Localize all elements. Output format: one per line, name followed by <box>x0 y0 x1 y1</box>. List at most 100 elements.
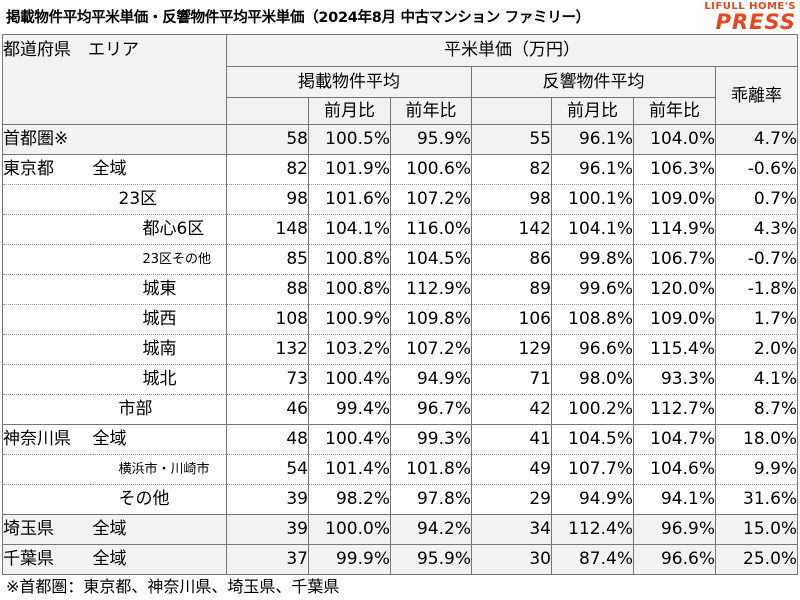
header-response-yoy: 前年比 <box>633 97 716 125</box>
listing-mom-cell: 100.8% <box>308 274 391 305</box>
subarea-label: 城北 <box>90 364 227 395</box>
gap-rate-cell: -1.8% <box>715 274 799 305</box>
gap-rate-cell: 31.6% <box>715 484 799 515</box>
table-row: 城南 132 103.2% 107.2% 129 96.6% 115.4% 2.0% <box>2 334 799 365</box>
listing-price-cell: 39 <box>226 514 309 545</box>
response-mom-cell: 100.1% <box>551 184 634 215</box>
response-price-cell: 89 <box>471 274 552 305</box>
listing-price-cell: 98 <box>226 184 309 215</box>
response-mom-cell: 107.7% <box>551 454 634 485</box>
listing-mom-cell: 100.5% <box>308 124 391 155</box>
table-row: 埼玉県 全域 39 100.0% 94.2% 34 112.4% 96.9% 15.0% <box>2 514 799 545</box>
table-body: 首都圏※ 58 100.5% 95.9% 55 96.1% 104.0% 4.7% 東京都 全域 8… <box>2 124 799 575</box>
table-row: 市部 46 99.4% 96.7% 42 100.2% 112.7% 8.7% <box>2 394 799 425</box>
header-response-avg: 反響物件平均 <box>471 66 716 98</box>
listing-yoy-cell: 107.2% <box>390 184 472 215</box>
subarea-label: 城西 <box>90 304 227 335</box>
listing-yoy-cell: 116.0% <box>390 214 472 245</box>
listing-mom-cell: 100.0% <box>308 514 391 545</box>
listing-price-cell: 48 <box>226 424 309 455</box>
logo-line1: LIFULL HOME'S <box>704 1 796 12</box>
table-row: 23区 98 101.6% 107.2% 98 100.1% 109.0% 0.7% <box>2 184 799 215</box>
subarea-label: 全域 <box>90 544 227 575</box>
listing-price-cell: 54 <box>226 454 309 485</box>
subarea-label: 城南 <box>90 334 227 365</box>
listing-mom-cell: 98.2% <box>308 484 391 515</box>
listing-price-cell: 39 <box>286 489 308 509</box>
page-title: 掲載物件平均平米単価・反響物件平均平米単価（2024年8月 中古マンション ファ… <box>6 10 590 26</box>
response-price-cell: 71 <box>471 364 552 395</box>
header-listing-blank <box>226 97 309 125</box>
gap-rate-cell: -0.6% <box>715 154 799 185</box>
header-unit-price: 平米単価（万円） <box>225 34 799 67</box>
region-label <box>2 484 91 515</box>
gap-rate-cell: -0.7% <box>715 244 799 275</box>
region-label <box>2 274 91 305</box>
listing-yoy-cell: 95.9% <box>390 124 472 155</box>
region-label: 千葉県 <box>2 544 91 575</box>
region-label <box>2 394 91 425</box>
response-price-cell: 49 <box>471 454 552 485</box>
listing-yoy-cell: 112.9% <box>390 274 472 305</box>
listing-yoy-cell: 95.9% <box>390 544 472 575</box>
subarea-label: 城東 <box>90 274 227 305</box>
response-mom-cell: 96.1% <box>551 124 634 155</box>
region-label <box>2 304 91 335</box>
response-yoy-cell: 106.3% <box>633 154 716 185</box>
region-label <box>2 334 91 365</box>
subarea-label: 市部 <box>90 394 227 425</box>
response-yoy-cell: 94.1% <box>633 484 716 515</box>
brand-logo: LIFULL HOME'S PRESS <box>686 1 796 34</box>
listing-price-cell: 73 <box>226 364 309 395</box>
listing-mom-cell: 100.4% <box>308 424 391 455</box>
gap-rate-cell: 25.0% <box>715 544 799 575</box>
response-yoy-cell: 109.0% <box>633 304 716 335</box>
subarea-label: 都心6区 <box>90 214 227 245</box>
response-price-cell: 106 <box>471 304 552 335</box>
listing-yoy-cell: 104.5% <box>390 244 472 275</box>
table-row: 都心6区 148 104.1% 116.0% 142 104.1% 114.9% 4.3% <box>2 214 799 245</box>
gap-rate-cell: 9.9% <box>715 454 799 485</box>
listing-mom-cell: 103.2% <box>308 334 391 365</box>
listing-yoy-cell: 107.2% <box>390 334 472 365</box>
gap-rate-cell: 4.1% <box>715 364 799 395</box>
header-listing-avg: 掲載物件平均 <box>226 66 472 98</box>
subarea-label: 全域 <box>90 424 227 455</box>
logo-line2: PRESS <box>715 10 796 34</box>
listing-yoy-cell: 101.8% <box>390 454 472 485</box>
response-mom-cell: 96.6% <box>551 334 634 365</box>
listing-yoy-cell: 96.7% <box>390 394 472 425</box>
region-label: 神奈川県 <box>2 424 91 455</box>
gap-rate-cell: 8.7% <box>715 394 799 425</box>
gap-rate-cell: 1.7% <box>715 304 799 335</box>
header-listing-yoy: 前年比 <box>390 97 472 125</box>
table-row: 城東 88 100.8% 112.9% 89 99.6% 120.0% -1.8% <box>2 274 799 305</box>
response-mom-cell: 87.4% <box>551 544 634 575</box>
subarea-label: 横浜市・川崎市 <box>90 454 227 485</box>
subarea-label: 全域 <box>90 154 227 185</box>
response-price-cell: 98 <box>471 184 552 215</box>
listing-price-cell: 37 <box>226 544 309 575</box>
listing-yoy-cell: 100.6% <box>390 154 472 185</box>
table-row: その他 39 98.2% 97.8% 29 94.9% 94.1% 31.6% <box>2 484 799 515</box>
footnote: ※首都圏：東京都、神奈川県、埼玉県、千葉県 <box>6 577 340 596</box>
listing-price-cell: 46 <box>286 399 308 419</box>
table-row: 首都圏※ 58 100.5% 95.9% 55 96.1% 104.0% 4.7% <box>2 124 799 155</box>
response-mom-cell: 112.4% <box>551 514 634 545</box>
listing-price-cell: 88 <box>226 274 309 305</box>
listing-mom-cell: 99.4% <box>308 394 391 425</box>
response-price-cell: 82 <box>471 154 552 185</box>
gap-rate-cell: 15.0% <box>715 514 799 545</box>
subarea-label: 全域 <box>90 514 227 545</box>
response-price-cell: 30 <box>471 544 552 575</box>
response-mom-cell: 104.5% <box>551 424 634 455</box>
response-yoy-cell: 93.3% <box>633 364 716 395</box>
listing-mom-cell: 100.4% <box>308 364 391 395</box>
subarea-label: その他 <box>90 484 227 515</box>
table-row: 東京都 全域 82 101.9% 100.6% 82 96.1% 106.3% -0.6% <box>2 154 799 185</box>
header-listing-mom: 前月比 <box>308 97 391 125</box>
response-mom-cell: 104.1% <box>551 214 634 245</box>
response-mom-cell: 100.2% <box>551 394 634 425</box>
response-price-cell: 34 <box>471 514 552 545</box>
region-label <box>2 244 91 275</box>
